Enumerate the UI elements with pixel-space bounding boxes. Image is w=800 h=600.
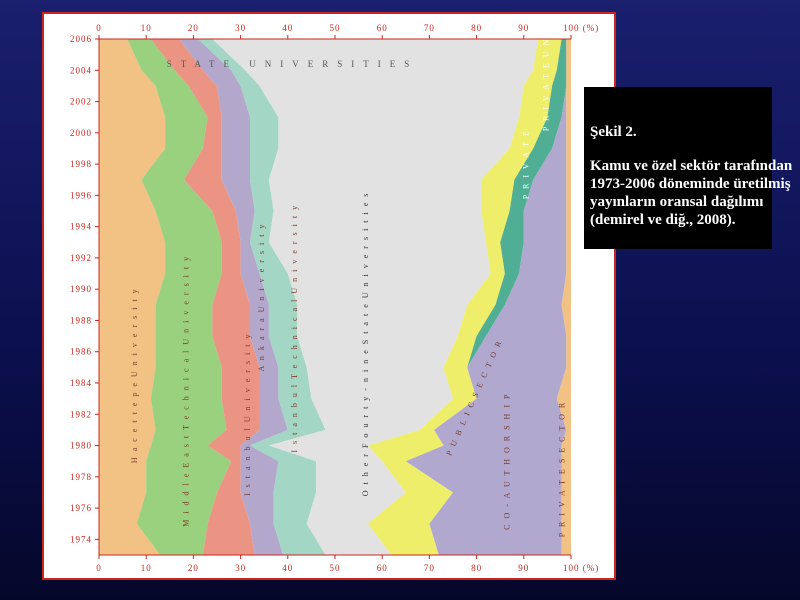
y-tick-label: 1974 <box>70 534 92 544</box>
bottom-x-tick-label: 80 <box>471 563 482 573</box>
y-tick-label: 1982 <box>70 409 92 419</box>
y-tick-label: 1994 <box>70 222 92 232</box>
bottom-x-tick-label: 20 <box>188 563 199 573</box>
caption-box <box>584 87 772 249</box>
y-tick-label: 2004 <box>70 65 92 75</box>
stacked-area-chart: 0 0 10 10 20 20 30 30 40 40 50 50 60 60 70 70 80 80 90 90 10… <box>70 14 599 573</box>
region-label: I s t a n b u l T e c h n i c a l U n i … <box>290 204 299 453</box>
y-tick-label: 1984 <box>70 378 92 388</box>
bottom-x-tick-label: 100 (%) <box>563 563 599 573</box>
region-label: O t h e r F o u r t y - n i n e S t a t … <box>361 192 370 497</box>
area-ankara-university <box>179 39 288 555</box>
bottom-x-tick-label: 70 <box>424 563 435 573</box>
y-tick-label: 1998 <box>70 159 92 169</box>
top-x-tick-label: 0 <box>96 23 102 33</box>
region-label: P R I V A T E S E C T O R <box>557 401 566 537</box>
area-istanbul-university <box>150 39 260 555</box>
area-private-sector <box>556 39 571 555</box>
top-x-tick-label: 40 <box>282 23 293 33</box>
top-x-tick-label: 60 <box>377 23 388 33</box>
bottom-x-tick-label: 90 <box>518 563 529 573</box>
y-tick-label: 2002 <box>70 97 92 107</box>
y-tick-label: 1988 <box>70 315 92 325</box>
area-istanbul-technical-university <box>198 39 326 555</box>
top-x-tick-label: 50 <box>330 23 341 33</box>
y-tick-label: 1996 <box>70 190 92 200</box>
region-label: I s t a n b u l U n i v e r s i t y <box>243 332 252 496</box>
group-label-state-universities: STATE UNIVERSITIES <box>167 59 419 69</box>
group-label-private-univ: P R I V A T E U N I V . <box>541 14 550 131</box>
y-tick-label: 1990 <box>70 284 92 294</box>
y-tick-label: 1986 <box>70 347 92 357</box>
area-public-sector <box>368 39 562 555</box>
y-tick-label: 2006 <box>70 34 92 44</box>
bottom-x-tick-label: 30 <box>235 563 246 573</box>
top-x-tick-label: 100 (%) <box>563 23 599 33</box>
region-label: C O - A U T H O R S H I P <box>503 393 512 530</box>
y-tick-label: 1992 <box>70 253 92 263</box>
chart-frame: 0 0 10 10 20 20 30 30 40 40 50 50 60 60 70 70 80 80 90 90 10… <box>42 12 616 580</box>
region-label: A n k a r a U n i v e r s i t y <box>257 223 266 372</box>
top-x-tick-label: 70 <box>424 23 435 33</box>
y-tick-label: 2000 <box>70 128 92 138</box>
bottom-x-tick-label: 50 <box>330 563 341 573</box>
top-x-tick-label: 90 <box>518 23 529 33</box>
top-x-tick-label: 20 <box>188 23 199 33</box>
area-hacettepe-university <box>99 39 166 555</box>
y-tick-label: 1976 <box>70 503 92 513</box>
region-label: P R I V A T E <box>522 129 531 199</box>
bottom-x-tick-label: 0 <box>96 563 102 573</box>
area-co-authorship <box>405 39 567 555</box>
region-label: H a c e t t e p e U n i v e r s i t y <box>130 287 139 463</box>
top-x-tick-label: 10 <box>141 23 152 33</box>
bottom-x-tick-label: 60 <box>377 563 388 573</box>
bottom-x-tick-label: 10 <box>141 563 152 573</box>
caption-text: Kamu ve özel sektör tarafından 1973-2006… <box>590 158 793 228</box>
area-other-fourty-nine-state-universities <box>212 39 539 555</box>
area-private <box>405 39 567 555</box>
top-x-tick-label: 30 <box>235 23 246 33</box>
top-x-tick-label: 80 <box>471 23 482 33</box>
y-tick-label: 1980 <box>70 441 92 451</box>
region-label: M i d d l e E a s t T e c h n i c a l U … <box>182 255 191 527</box>
caption-title: Şekil 2. <box>590 124 637 140</box>
area-middle-east-technical-university <box>127 39 232 555</box>
bottom-x-tick-label: 40 <box>282 563 293 573</box>
y-tick-label: 1978 <box>70 472 92 482</box>
